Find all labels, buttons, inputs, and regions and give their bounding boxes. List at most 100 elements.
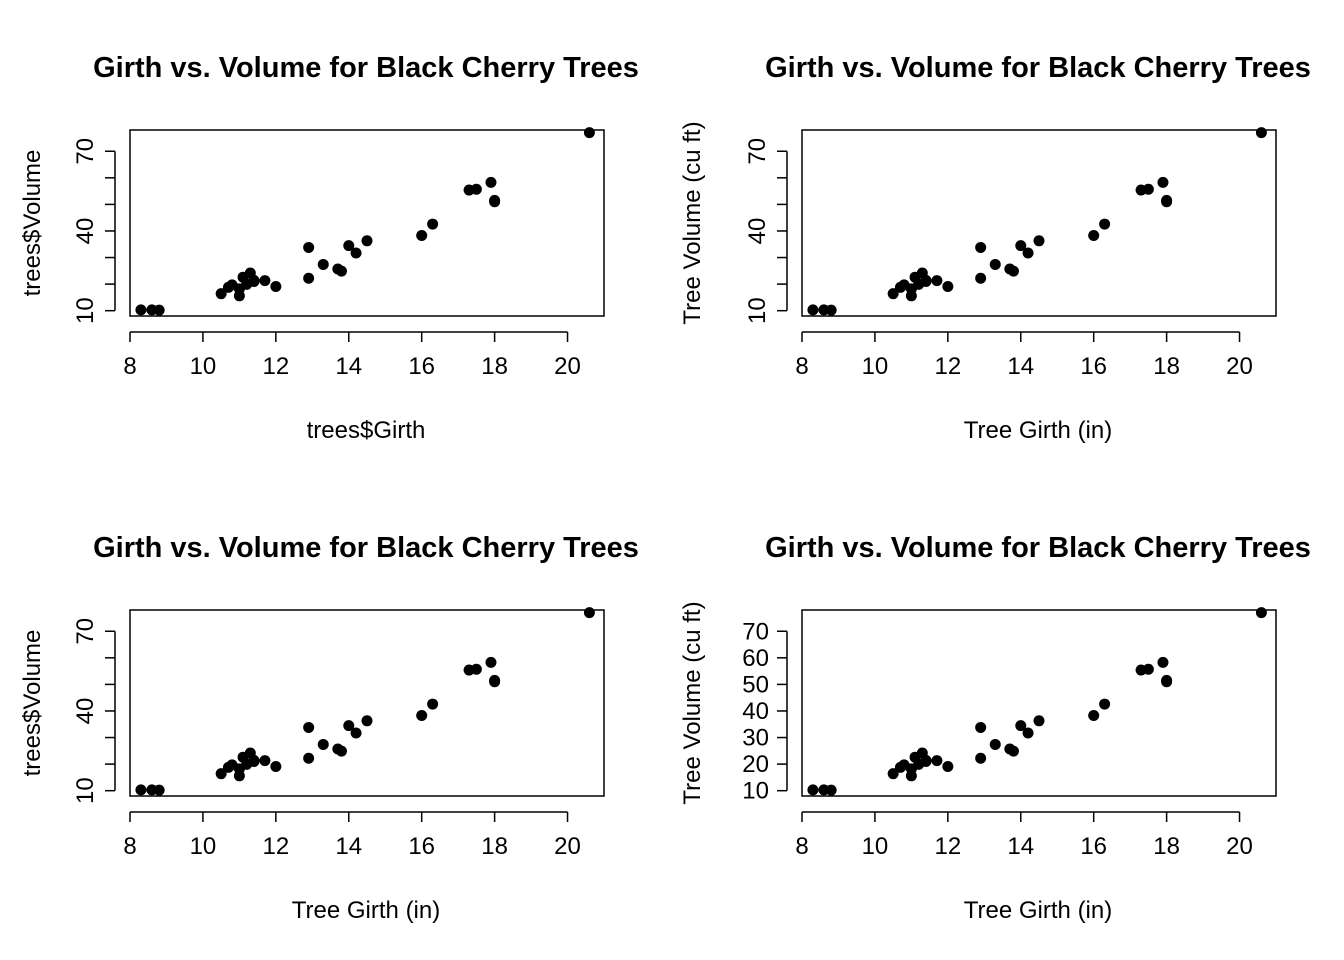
data-point (583, 127, 595, 139)
y-tick-label: 10 (742, 778, 769, 805)
data-point (215, 768, 227, 780)
y-tick-label: 10 (72, 777, 99, 804)
x-tick-label: 20 (554, 353, 581, 380)
x-tick-label: 8 (795, 833, 808, 860)
x-tick-label: 10 (862, 833, 889, 860)
x-tick-label: 18 (1153, 833, 1180, 860)
plot-frame (801, 609, 1277, 797)
x-tick-label: 12 (934, 833, 961, 860)
x-tick-label: 10 (190, 833, 217, 860)
x-tick-label: 20 (1226, 353, 1253, 380)
data-point (259, 275, 271, 287)
data-point (887, 768, 899, 780)
data-point (303, 241, 315, 253)
y-tick-label: 40 (744, 218, 771, 245)
data-point (583, 607, 595, 619)
data-point (1015, 720, 1027, 732)
data-point (1255, 607, 1267, 619)
data-point (303, 752, 315, 764)
x-tick-label: 18 (481, 833, 508, 860)
data-point (470, 183, 482, 195)
data-point (350, 247, 362, 259)
x-tick-label: 18 (481, 353, 508, 380)
data-point (317, 738, 329, 750)
x-tick-label: 20 (1226, 833, 1253, 860)
data-point (1099, 698, 1111, 710)
data-point (942, 281, 954, 293)
scatter-panel-top-left: Girth vs. Volume for Black Cherry Trees … (19, 52, 639, 444)
chart-title: Girth vs. Volume for Black Cherry Trees (765, 52, 1311, 84)
data-point (485, 176, 497, 188)
x-tick-label: 16 (408, 833, 435, 860)
y-axis-label: Tree Volume (cu ft) (679, 601, 706, 804)
y-tick-label: 30 (742, 725, 769, 752)
y-tick-label: 40 (72, 698, 99, 725)
x-tick-label: 12 (934, 353, 961, 380)
data-point (887, 288, 899, 300)
chart-title: Girth vs. Volume for Black Cherry Trees (93, 52, 639, 84)
x-tick-label: 10 (862, 353, 889, 380)
plot-frame (801, 129, 1277, 317)
y-tick-label: 10 (72, 297, 99, 324)
data-point (427, 218, 439, 230)
x-axis-label: Tree Girth (in) (964, 417, 1112, 444)
data-point (931, 275, 943, 287)
data-point (350, 727, 362, 739)
data-point (1022, 247, 1034, 259)
x-tick-label: 20 (554, 833, 581, 860)
y-axis-label: Tree Volume (cu ft) (679, 121, 706, 324)
data-point (489, 196, 501, 208)
y-tick-label: 50 (742, 671, 769, 698)
data-point (1007, 265, 1019, 277)
data-point (1157, 176, 1169, 188)
y-tick-label: 10 (744, 297, 771, 324)
x-tick-label: 8 (123, 353, 136, 380)
x-tick-label: 8 (123, 833, 136, 860)
data-point (1161, 196, 1173, 208)
data-point (416, 709, 428, 721)
x-tick-label: 8 (795, 353, 808, 380)
x-tick-label: 14 (1007, 353, 1034, 380)
x-tick-label: 12 (262, 353, 289, 380)
data-point (920, 274, 932, 286)
data-point (807, 784, 819, 796)
data-point (248, 274, 260, 286)
y-tick-label: 40 (742, 698, 769, 725)
data-point (989, 738, 1001, 750)
y-tick-label: 60 (742, 645, 769, 672)
data-point (825, 304, 837, 316)
data-point (975, 752, 987, 764)
data-point (135, 304, 147, 316)
x-tick-label: 10 (190, 353, 217, 380)
data-point (259, 755, 271, 767)
data-point (303, 272, 315, 284)
data-point (975, 721, 987, 733)
x-tick-label: 16 (1080, 833, 1107, 860)
x-tick-label: 12 (262, 833, 289, 860)
chart-title: Girth vs. Volume for Black Cherry Trees (765, 532, 1311, 564)
y-tick-label: 70 (72, 618, 99, 645)
y-axis-label: trees$Volume (19, 150, 46, 297)
y-axis-label: trees$Volume (19, 630, 46, 777)
data-point (153, 784, 165, 796)
data-point (989, 258, 1001, 270)
data-point (1099, 218, 1111, 230)
scatter-panel-bottom-left: Girth vs. Volume for Black Cherry Trees … (19, 532, 639, 924)
data-point (1015, 240, 1027, 252)
data-point (807, 304, 819, 316)
x-axis-label: trees$Girth (307, 417, 426, 444)
data-point (1255, 127, 1267, 139)
data-point (317, 258, 329, 270)
data-point (303, 721, 315, 733)
data-point (361, 715, 373, 727)
plot-frame (129, 129, 605, 317)
data-point (1088, 229, 1100, 241)
x-tick-label: 18 (1153, 353, 1180, 380)
data-point (485, 656, 497, 668)
data-point (975, 241, 987, 253)
data-point (135, 784, 147, 796)
scatter-panel-top-right: Girth vs. Volume for Black Cherry Trees … (679, 52, 1311, 444)
data-point (975, 272, 987, 284)
data-point (153, 304, 165, 316)
plot-frame (129, 609, 605, 797)
